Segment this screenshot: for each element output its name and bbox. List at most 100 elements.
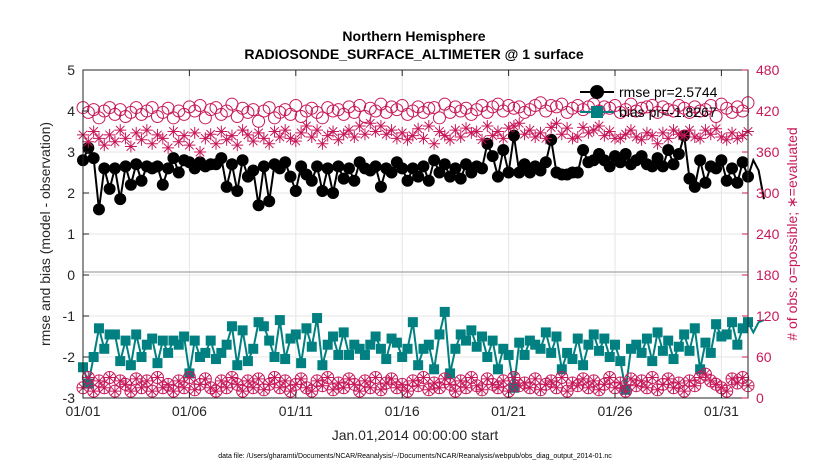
data-point (672, 128, 685, 141)
data-point (364, 117, 377, 130)
data-point (311, 160, 324, 173)
data-point (502, 122, 515, 135)
data-point (246, 103, 260, 117)
data-point (300, 120, 313, 133)
data-point (337, 172, 350, 185)
y-tick-label: 0 (67, 267, 75, 283)
chart-subtitle: RADIOSONDE_SURFACE_ALTIMETER @ 1 surface (244, 46, 584, 62)
data-point (343, 124, 355, 137)
data-point (539, 132, 552, 145)
data-point (359, 349, 370, 360)
data-point (566, 376, 579, 389)
data-point (418, 343, 429, 354)
data-point (432, 111, 446, 125)
data-point (434, 329, 445, 340)
data-point (178, 129, 191, 142)
data-point (183, 139, 196, 152)
data-point (114, 124, 127, 137)
data-point (524, 335, 535, 346)
data-point (125, 360, 136, 371)
data-point (449, 124, 462, 137)
data-point (417, 371, 430, 384)
data-point (369, 104, 383, 118)
data-point (92, 132, 105, 145)
data-point (497, 132, 510, 145)
data-point (412, 170, 425, 183)
data-point (614, 376, 627, 389)
data-point (252, 372, 265, 385)
data-point (476, 383, 488, 396)
data-point (295, 372, 308, 385)
y2-tick-label: 240 (756, 226, 780, 242)
data-point (115, 356, 126, 367)
data-point (401, 174, 414, 187)
data-point (365, 339, 376, 350)
data-point (397, 352, 408, 362)
data-point (321, 371, 334, 384)
data-point (694, 371, 707, 384)
data-point (200, 347, 211, 358)
data-point (391, 337, 402, 348)
data-point (571, 166, 584, 179)
data-point (305, 385, 318, 398)
data-point (396, 126, 409, 139)
data-point (413, 360, 424, 371)
data-point (679, 329, 690, 340)
data-point (274, 315, 285, 326)
data-point (523, 381, 536, 394)
data-point (662, 372, 675, 385)
data-point (108, 107, 122, 121)
data-point (422, 174, 435, 187)
data-point (454, 130, 467, 143)
data-point (656, 160, 669, 173)
data-point (624, 372, 637, 385)
data-point (268, 371, 281, 384)
data-point (236, 385, 249, 398)
data-point (312, 313, 323, 324)
data-point (656, 378, 669, 391)
data-point (156, 381, 169, 394)
data-point (401, 133, 414, 146)
data-point (460, 122, 473, 135)
y-tick-label: 1 (67, 226, 75, 242)
data-point (172, 374, 185, 387)
data-point (103, 371, 116, 384)
data-point (594, 345, 605, 356)
data-point (390, 132, 403, 145)
data-point (577, 143, 590, 156)
data-point (374, 120, 387, 133)
data-point (109, 329, 120, 340)
data-point (704, 99, 718, 113)
data-point (257, 160, 270, 173)
data-point (625, 343, 636, 354)
data-point (684, 345, 695, 356)
data-point (582, 381, 595, 394)
data-point (188, 126, 201, 139)
data-point (477, 331, 487, 342)
x-tick-label: 01/01 (65, 403, 100, 419)
data-point (199, 372, 212, 385)
data-point (231, 139, 244, 152)
data-point (108, 135, 121, 148)
data-point (167, 385, 180, 398)
data-point (380, 128, 393, 141)
data-point (481, 372, 494, 385)
data-point (406, 129, 419, 142)
data-point (385, 124, 398, 137)
data-point (215, 125, 228, 138)
data-point (333, 349, 344, 360)
data-point (417, 132, 430, 145)
data-point (535, 343, 546, 354)
data-point (332, 376, 345, 389)
data-point (220, 381, 233, 394)
data-point (406, 374, 419, 387)
data-point (433, 381, 446, 394)
data-point (466, 325, 477, 336)
data-point (290, 329, 301, 340)
data-point (720, 133, 733, 146)
data-point (162, 162, 175, 175)
y-tick-label: -3 (63, 390, 76, 406)
data-point (412, 379, 425, 392)
